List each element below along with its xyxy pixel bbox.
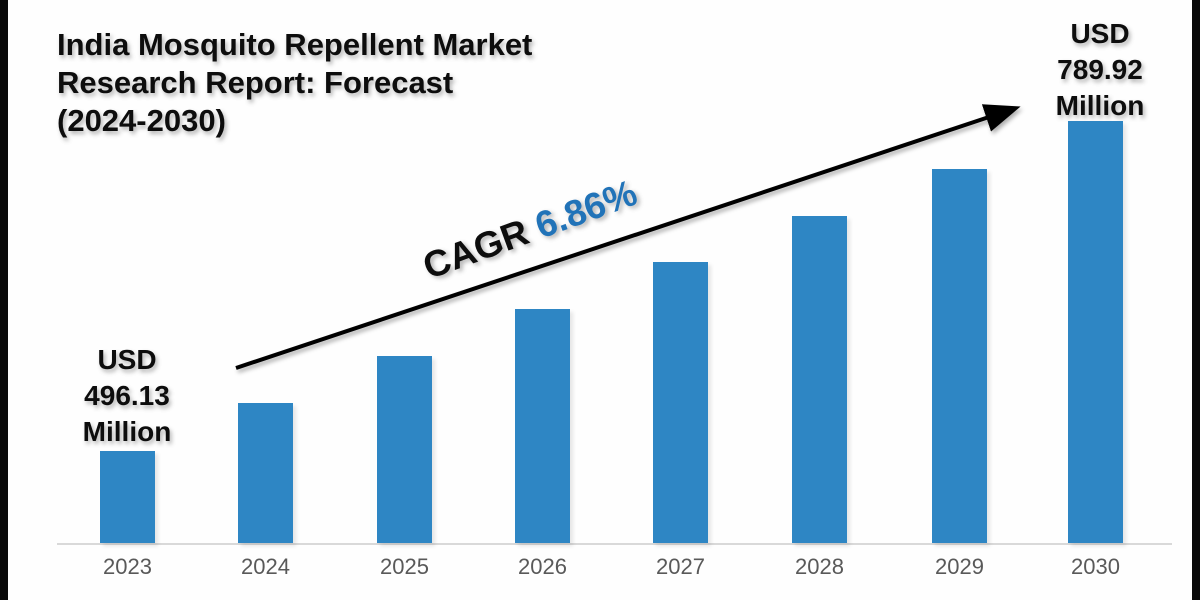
x-axis-baseline (57, 543, 1172, 545)
bar-2028 (792, 216, 847, 543)
cagr-annotation: CAGR 6.86% (418, 172, 643, 288)
value-label-2030: USD 789.92 Million (1055, 18, 1145, 121)
x-axis-label-2028: 2028 (795, 554, 844, 579)
right-edge-bar (1192, 0, 1200, 600)
x-axis-label-2029: 2029 (935, 554, 984, 579)
value-label-2023: USD 496.13 Million (82, 344, 172, 447)
bar-2025 (377, 356, 432, 543)
x-axis-label-2026: 2026 (518, 554, 567, 579)
cagr-label: CAGR (417, 207, 544, 288)
left-edge-bar (0, 0, 8, 600)
bar-2029 (932, 169, 987, 543)
chart-title: India Mosquito Repellent Market Research… (57, 27, 533, 138)
x-axis-label-2024: 2024 (241, 554, 290, 579)
x-axis-label-2030: 2030 (1071, 554, 1120, 579)
x-axis-label-2023: 2023 (103, 554, 152, 579)
cagr-value: 6.86% (529, 171, 643, 247)
bar-2027 (653, 262, 708, 543)
x-axis-label-2025: 2025 (380, 554, 429, 579)
bar-2023 (100, 451, 155, 543)
bar-2026 (515, 309, 570, 543)
bar-2024 (238, 403, 293, 543)
bar-2030 (1068, 121, 1123, 543)
x-axis-label-2027: 2027 (656, 554, 705, 579)
